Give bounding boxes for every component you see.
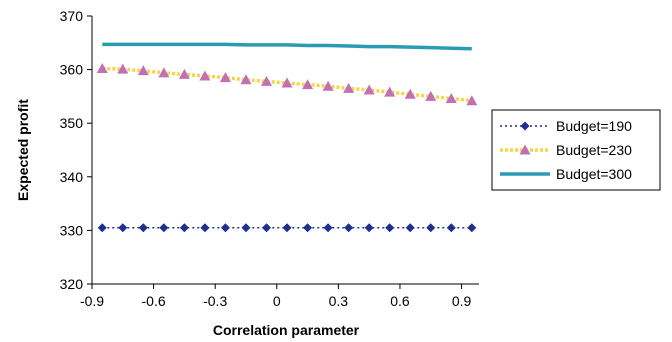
series-budget-300 [102, 42, 472, 51]
data-point [117, 63, 129, 74]
data-point [404, 88, 416, 99]
series-budget-190 [97, 223, 477, 233]
x-tick-label: -0.6 [142, 293, 166, 309]
x-tick-label: -0.3 [203, 293, 227, 309]
legend-label: Budget=230 [556, 142, 632, 158]
x-tick-label: 0 [273, 293, 281, 309]
x-axis: -0.9 -0.6 -0.3 0 0.3 0.6 0.9 [80, 284, 472, 309]
legend-marker [519, 144, 531, 155]
data-point [344, 223, 354, 233]
x-tick-label: 0.6 [390, 293, 410, 309]
data-point [384, 86, 396, 97]
data-point [343, 82, 355, 93]
data-point [137, 65, 149, 76]
data-point [241, 223, 251, 233]
legend-item: Budget=230 [500, 142, 632, 158]
data-point [199, 70, 211, 81]
y-tick-label: 350 [60, 115, 84, 131]
data-point [385, 223, 395, 233]
data-point [97, 223, 107, 233]
data-point [158, 67, 170, 78]
data-point [262, 223, 272, 233]
legend-marker [520, 121, 530, 131]
data-point [281, 77, 293, 88]
legend: Budget=190 Budget=230 Budget=300 [491, 109, 661, 191]
y-tick-label: 370 [60, 8, 84, 24]
x-tick-label: 0.9 [452, 293, 472, 309]
y-tick-label: 360 [60, 62, 84, 78]
data-point [364, 223, 374, 233]
data-point [363, 84, 375, 95]
data-point [96, 63, 108, 74]
data-point [178, 68, 190, 79]
plot-area [91, 16, 479, 285]
data-point [219, 72, 231, 83]
data-point [240, 74, 252, 85]
data-point [220, 223, 230, 233]
data-point [200, 223, 210, 233]
legend-label: Budget=300 [556, 166, 632, 182]
y-tick-label: 340 [60, 169, 84, 185]
data-point [426, 223, 436, 233]
series-budget-230 [96, 63, 478, 106]
legend-item: Budget=300 [500, 166, 632, 182]
data-point [179, 223, 189, 233]
series-layer [96, 42, 478, 233]
y-tick-label: 320 [60, 276, 84, 292]
data-point [138, 223, 148, 233]
x-tick-label: 0.3 [329, 293, 349, 309]
y-axis: 320 330 340 350 360 370 [60, 8, 92, 292]
data-point [302, 79, 314, 90]
data-point [282, 223, 292, 233]
x-axis-title: Correlation parameter [213, 322, 360, 338]
data-point [466, 95, 478, 106]
data-point [445, 93, 457, 104]
y-axis-title: Expected profit [15, 99, 31, 201]
series-line [102, 42, 472, 51]
data-point [159, 223, 169, 233]
data-point [323, 223, 333, 233]
data-point [425, 90, 437, 101]
y-tick-label: 330 [60, 222, 84, 238]
data-point [118, 223, 128, 233]
data-point [322, 80, 334, 91]
data-point [261, 75, 273, 86]
data-point [303, 223, 313, 233]
data-point [405, 223, 415, 233]
data-point [467, 223, 477, 233]
legend-item: Budget=190 [500, 118, 632, 134]
legend-label: Budget=190 [556, 118, 632, 134]
data-point [446, 223, 456, 233]
x-tick-label: -0.9 [80, 293, 104, 309]
